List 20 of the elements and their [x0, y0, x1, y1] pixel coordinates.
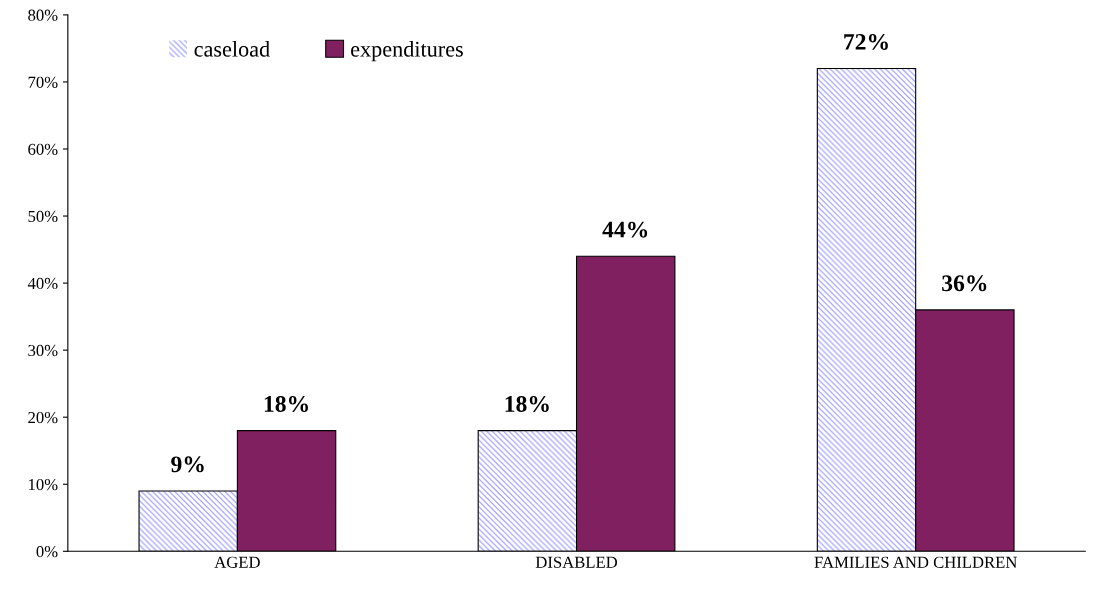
x-tick-label: FAMILIES AND CHILDREN	[814, 556, 1017, 568]
legend-label: expenditures	[351, 41, 463, 62]
data-label: 18%	[264, 395, 308, 412]
x-tick-label: DISABLED	[535, 556, 618, 568]
y-tick-label: 20%	[28, 411, 58, 424]
y-tick-label: 0%	[36, 546, 58, 558]
y-tick-label: 50%	[28, 210, 58, 223]
data-label: 44%	[602, 221, 648, 238]
y-tick-label: 80%	[28, 9, 58, 21]
legend-label: caseload	[194, 41, 270, 57]
y-tick-label: 60%	[28, 143, 58, 155]
data-label: 9%	[171, 456, 204, 473]
y-tick-label: 70%	[28, 76, 58, 88]
data-label: 72%	[844, 33, 888, 50]
y-tick-label: 10%	[29, 478, 58, 491]
y-tick-label: 40%	[27, 277, 58, 290]
data-label: 36%	[942, 275, 987, 292]
data-label: 18%	[505, 395, 549, 412]
x-tick-label: AGED	[214, 556, 260, 568]
y-tick-label: 30%	[28, 344, 58, 357]
